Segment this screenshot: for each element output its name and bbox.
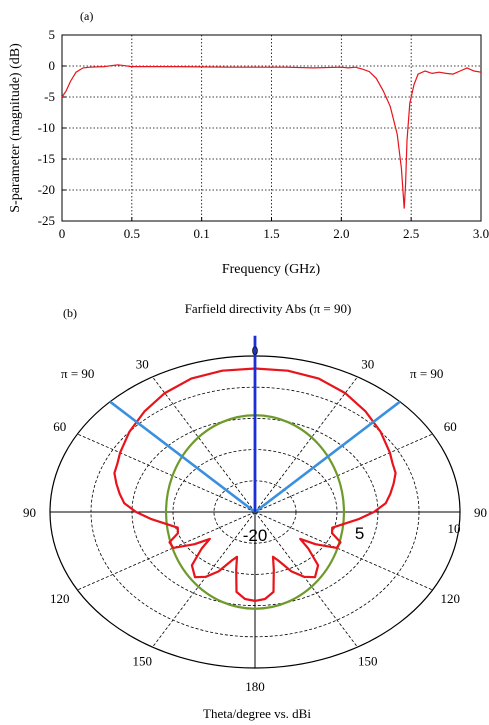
blue-beam-ray (254, 400, 401, 514)
polar-spoke (254, 376, 358, 513)
red-pattern-curve (113, 367, 397, 602)
polar-angle-label: 150 (133, 654, 153, 669)
x-tick-label: 3.0 (473, 226, 489, 241)
x-tick-label: 0 (59, 226, 66, 241)
polar-grid (49, 355, 461, 669)
polar-angle-label: 60 (53, 419, 66, 434)
radial-label: 10 (448, 521, 461, 536)
x-tick-label: 0.5 (124, 226, 140, 241)
x-tick-label: 2.5 (403, 226, 419, 241)
farfield-polar-chart: (b) Farfield directivity Abs (π = 90) π … (23, 301, 487, 721)
panel-a-ticks: 0 0.5 0.1 1.5 2.0 2.5 3.0 5 0 -5 -10 -15 -20 -25 (38, 27, 489, 241)
s-parameter-line (61, 64, 482, 209)
corner-label-left: π = 90 (61, 366, 94, 381)
corner-label-right: π = 90 (410, 366, 443, 381)
y-tick-label: -15 (38, 151, 55, 166)
polar-spoke (77, 433, 256, 513)
y-tick-label: -25 (38, 213, 55, 228)
panel-b-x-axis-title: Theta/degree vs. dBi (203, 706, 311, 721)
polar-spoke (152, 511, 256, 648)
x-tick-label: 1.5 (263, 226, 279, 241)
panel-a-series (61, 64, 482, 209)
polar-angle-label: 30 (361, 356, 374, 371)
y-tick-label: -20 (38, 182, 55, 197)
polar-radial-labels: -20 5 10 (243, 521, 461, 545)
s-parameter-chart: (a) 0 0.5 0.1 1.5 2.0 2.5 3.050-5-10-15-20-25 … (8, 9, 489, 277)
polar-angle-label: 120 (50, 591, 70, 606)
polar-series (109, 335, 401, 610)
y-tick-label: -10 (38, 120, 55, 135)
x-tick-label: 0.1 (194, 226, 210, 241)
y-tick-label: 0 (49, 58, 56, 73)
polar-angle-label: 60 (444, 419, 457, 434)
radial-label: -20 (243, 526, 268, 545)
y-tick-label: 5 (49, 27, 56, 42)
polar-spoke (77, 511, 256, 591)
blue-beam-ray (109, 400, 256, 514)
y-tick-label: -5 (44, 89, 55, 104)
polar-spoke (254, 511, 358, 648)
panel-a-label: (a) (80, 9, 93, 23)
panel-b-title: Farfield directivity Abs (π = 90) (185, 301, 352, 316)
polar-angle-label: 90 (474, 505, 487, 520)
polar-angle-label: 120 (441, 591, 461, 606)
polar-angle-label: 30 (136, 356, 149, 371)
polar-spoke (152, 376, 256, 513)
panel-a-x-axis-title: Frequency (GHz) (222, 262, 321, 277)
radial-label: 5 (355, 524, 364, 543)
polar-spoke (254, 511, 433, 591)
polar-angle-label: 0 (252, 343, 259, 358)
panel-b-label: (b) (63, 306, 77, 320)
polar-angle-label: 150 (358, 654, 378, 669)
polar-angle-label: 180 (245, 679, 265, 694)
polar-angle-label: 90 (23, 505, 36, 520)
x-tick-label: 2.0 (333, 226, 349, 241)
polar-angle-labels: 0 30 60 90 120 150 180 150 120 90 60 30 (23, 343, 487, 694)
polar-spoke (254, 433, 433, 513)
panel-a-y-axis-title: S-parameter (magnitude) (dB) (8, 43, 23, 213)
panel-a-grid (62, 35, 481, 221)
